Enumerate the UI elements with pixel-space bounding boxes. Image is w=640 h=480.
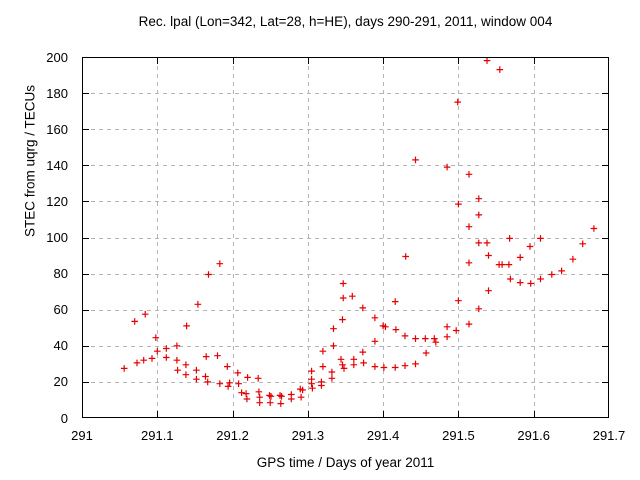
x-tick-label: 291.2 xyxy=(216,428,249,443)
x-tick-label: 291.3 xyxy=(291,428,325,443)
y-tick-label: 40 xyxy=(53,338,68,354)
y-tick-label: 100 xyxy=(46,230,68,245)
x-tick-label: 291.4 xyxy=(366,428,400,443)
chart-title: Rec. lpal (Lon=342, Lat=28, h=HE), days … xyxy=(138,14,553,29)
y-tick-label: 200 xyxy=(46,49,68,65)
plot-canvas xyxy=(82,57,609,418)
y-tick-label: 20 xyxy=(53,374,68,390)
y-tick-label: 120 xyxy=(46,193,68,209)
x-tick-label: 291.5 xyxy=(442,428,475,443)
y-tick-label: 0 xyxy=(60,410,68,426)
plot-border xyxy=(82,57,609,418)
x-tick-label: 291.7 xyxy=(592,428,626,443)
plot-area xyxy=(82,57,609,418)
y-tick-label: 180 xyxy=(46,85,68,101)
scatter-points xyxy=(120,57,598,407)
x-tick-label: 291 xyxy=(71,428,93,443)
y-tick-label: 160 xyxy=(46,121,68,137)
x-axis-title: GPS time / Days of year 2011 xyxy=(256,455,435,470)
x-tick-label: 291.1 xyxy=(141,428,174,443)
y-tick-label: 140 xyxy=(46,157,68,173)
y-tick-label: 80 xyxy=(53,266,68,282)
y-tick-label: 60 xyxy=(53,302,68,318)
x-tick-label: 291.6 xyxy=(517,428,550,443)
